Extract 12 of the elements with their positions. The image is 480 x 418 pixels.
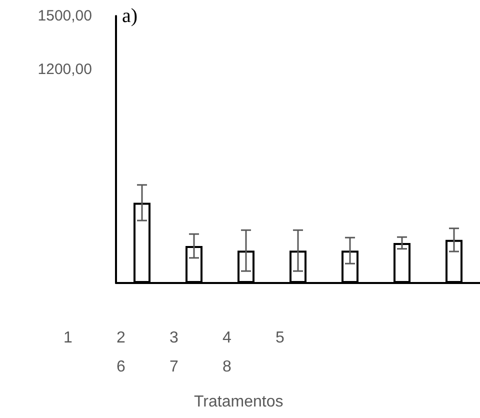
text: 4 [222,330,232,346]
text: 8 [222,358,232,376]
text: 6 [116,358,126,376]
text: 1 [64,330,73,346]
text: 2 [116,330,126,346]
text: 3 [170,330,179,346]
text: 5 [276,330,285,346]
y-tick-label: 1200,00 [38,60,92,78]
chart-title: a) [122,5,138,27]
text: Tratamentos [194,394,284,410]
y-tick-label: 1500,00 [38,8,92,24]
text: 7 [170,358,179,376]
